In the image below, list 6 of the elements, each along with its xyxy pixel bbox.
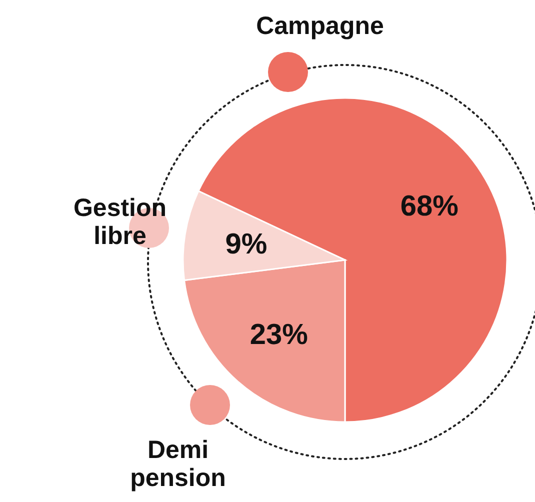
data-label: 23%	[250, 319, 308, 352]
legend-label: Demi pension	[130, 436, 226, 492]
data-label: 9%	[225, 228, 268, 260]
slice-label: Campagne	[256, 12, 384, 40]
data-label: 68%	[400, 190, 459, 222]
slice-label: Gestion libre	[73, 194, 167, 250]
